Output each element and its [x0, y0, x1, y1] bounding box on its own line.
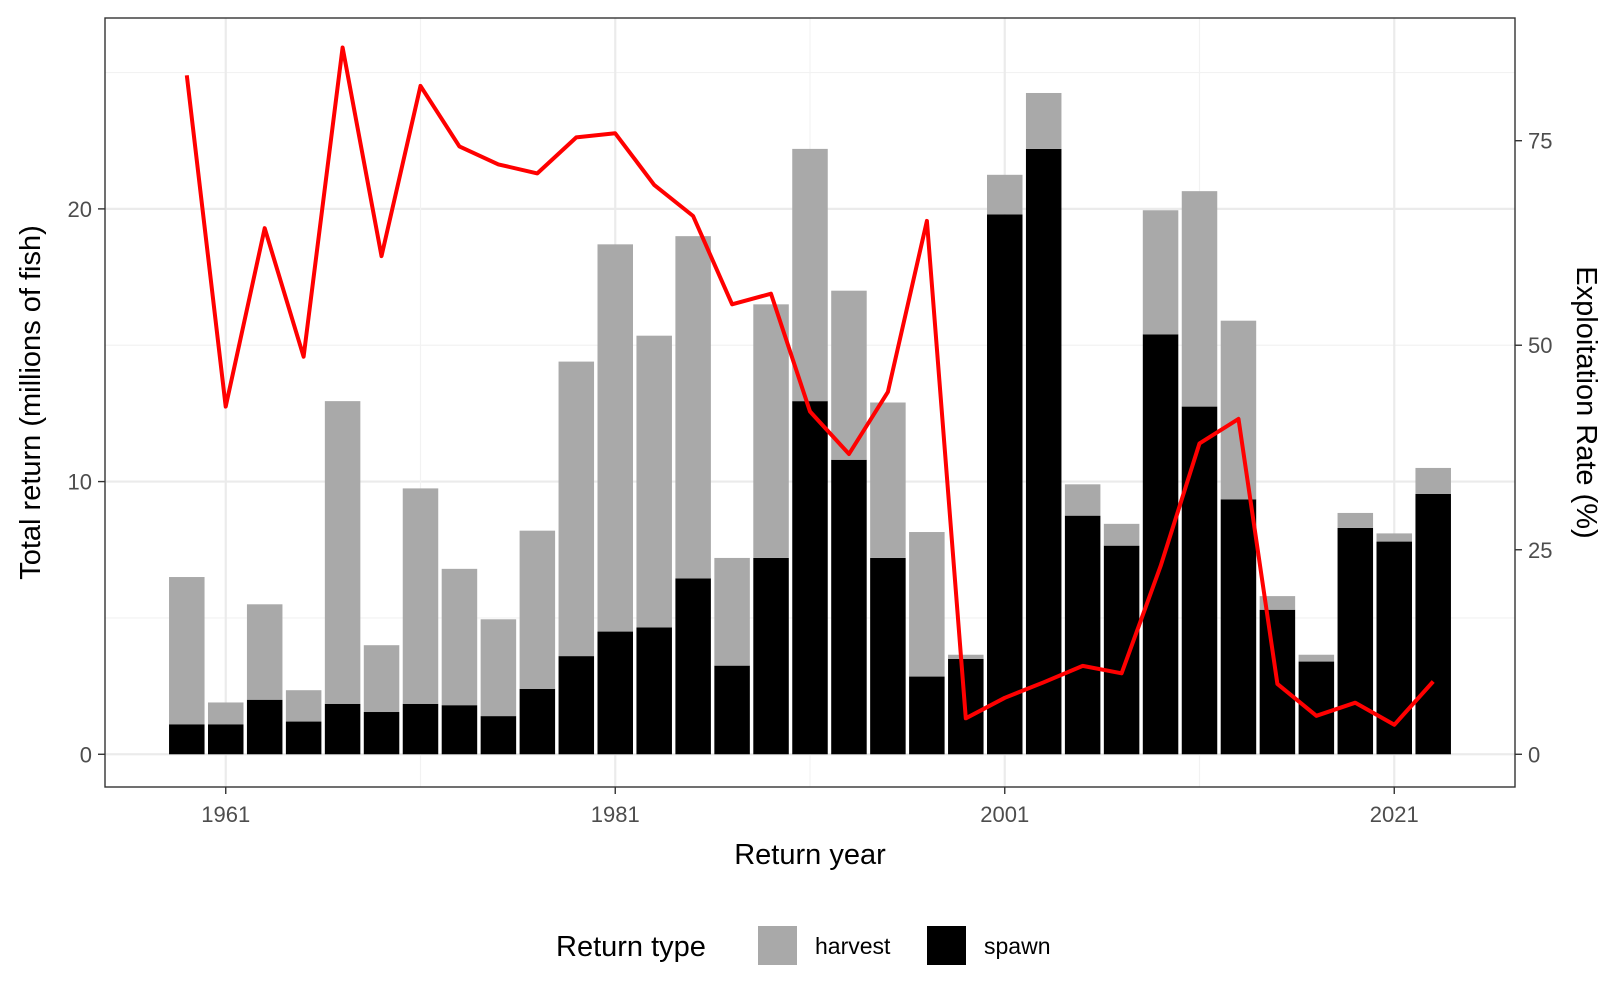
bar-harvest [480, 619, 517, 717]
bar-harvest [1376, 533, 1413, 542]
bar-spawn [324, 703, 361, 755]
bar-spawn [363, 712, 400, 755]
y-left-tick-label: 0 [80, 742, 92, 767]
bar-spawn [519, 688, 556, 755]
bar-harvest [1220, 320, 1257, 500]
bar-spawn [792, 401, 828, 755]
bar-spawn [636, 627, 672, 755]
y-right-tick-label: 75 [1528, 129, 1552, 154]
bar-harvest [948, 654, 984, 659]
bar-spawn [1181, 406, 1218, 755]
bar-spawn [831, 459, 867, 755]
bar-spawn [246, 699, 283, 755]
y-axis-right-title: Exploitation Rate (%) [1570, 266, 1602, 538]
y-right-tick-label: 50 [1528, 333, 1552, 358]
bar-harvest [1025, 92, 1062, 149]
legend-label-spawn: spawn [984, 933, 1050, 959]
bar-harvest [870, 402, 906, 558]
x-tick-label: 2021 [1370, 802, 1419, 827]
bars [169, 92, 1451, 755]
bar-spawn [558, 656, 595, 755]
bar-spawn [1337, 527, 1374, 755]
bar-harvest [402, 488, 439, 704]
bar-harvest [753, 304, 789, 558]
bar-harvest [246, 604, 283, 700]
bar-spawn [480, 716, 517, 755]
bar-spawn [714, 665, 750, 755]
bar-spawn [441, 705, 478, 755]
bar-harvest [1415, 467, 1451, 494]
bar-harvest [792, 148, 828, 402]
bar-spawn [909, 676, 945, 755]
bar-harvest [285, 690, 322, 722]
bar-harvest [987, 174, 1023, 215]
bar-spawn [1220, 499, 1257, 755]
bar-spawn [285, 721, 322, 755]
bar-harvest [1259, 596, 1296, 610]
x-tick-label: 1961 [201, 802, 250, 827]
bar-spawn [1064, 515, 1101, 755]
legend-title: Return type [556, 931, 706, 963]
bar-harvest [597, 244, 633, 632]
bar-harvest [1103, 523, 1140, 546]
bar-spawn [597, 631, 633, 755]
y-right-tick-label: 0 [1528, 742, 1540, 767]
exploitation-line [184, 45, 1435, 727]
bar-harvest [363, 645, 400, 713]
y-left-tick-label: 10 [68, 470, 92, 495]
y-axis-left-title: Total return (millions of fish) [15, 225, 47, 580]
y-left-tick-label: 20 [68, 197, 92, 222]
bar-harvest [1064, 484, 1101, 516]
bar-harvest [441, 568, 478, 706]
legend-swatch-harvest [758, 926, 797, 965]
bar-spawn [1142, 334, 1179, 755]
bar-spawn [207, 724, 244, 755]
exploitation-rate-line [184, 45, 1435, 727]
bar-harvest [207, 702, 244, 725]
bar-harvest [1337, 512, 1374, 528]
bar-spawn [675, 578, 711, 755]
bar-harvest [714, 557, 750, 666]
legend: Return type harvest spawn [556, 926, 1050, 965]
x-tick-label: 1981 [591, 802, 640, 827]
legend-swatch-spawn [927, 926, 966, 965]
bar-harvest [636, 335, 672, 628]
axes: 0 10 20 0 25 50 75 1961 1981 2001 2021 [68, 129, 1553, 827]
bar-spawn [870, 557, 906, 755]
bar-spawn [1415, 493, 1451, 755]
bar-spawn [753, 557, 789, 755]
bar-spawn [987, 214, 1023, 755]
x-tick-label: 2001 [980, 802, 1029, 827]
bar-spawn [169, 724, 205, 755]
bar-harvest [324, 401, 361, 704]
bar-harvest [675, 236, 711, 579]
bar-harvest [519, 530, 556, 689]
panel-border [104, 17, 1516, 788]
bar-harvest [1142, 210, 1179, 335]
bar-harvest [558, 361, 595, 657]
bar-spawn [402, 703, 439, 755]
bar-spawn [1025, 148, 1062, 755]
y-right-tick-label: 25 [1528, 538, 1552, 563]
bar-harvest [1298, 654, 1335, 662]
bar-harvest [909, 532, 945, 677]
x-axis-title: Return year [734, 839, 886, 871]
bar-harvest [169, 577, 205, 725]
bar-harvest [1181, 191, 1218, 407]
legend-label-harvest: harvest [815, 933, 891, 959]
bar-spawn [1103, 545, 1140, 755]
